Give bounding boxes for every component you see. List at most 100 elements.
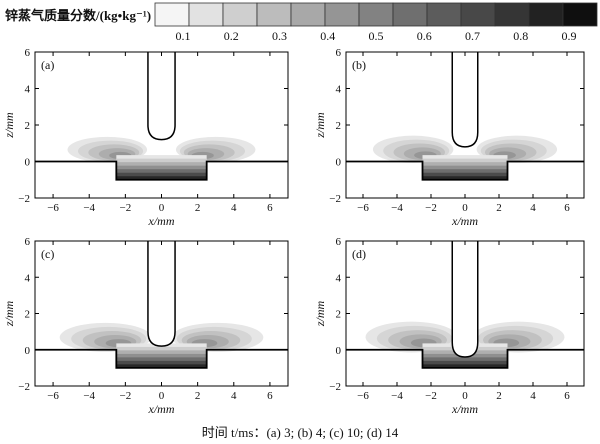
y-axis-label: z/mm <box>2 112 16 139</box>
colorbar-cell <box>188 2 224 27</box>
workpiece-boundary <box>35 160 288 181</box>
colorbar-cell <box>358 2 394 27</box>
x-tick-label: −6 <box>47 202 59 214</box>
y-tick-label: 4 <box>336 84 342 96</box>
y-tick-label: −2 <box>18 193 30 205</box>
x-tick-label: −4 <box>391 202 403 214</box>
panel-content <box>35 52 288 181</box>
y-axis-label: z/mm <box>2 301 16 328</box>
y-tick-label: −2 <box>329 381 341 393</box>
y-tick-label: 6 <box>25 47 31 59</box>
colorbar-cell <box>528 2 564 27</box>
colorbar-cell <box>222 2 258 27</box>
x-axis-label: x/mm <box>451 214 478 228</box>
colorbar: 锌蒸气质量分数/(kg•kg⁻¹) 0.1 0.2 0.3 0.4 0.5 0.6 0.7 0.… <box>5 2 598 43</box>
pool-vapor-contour <box>422 364 508 368</box>
chart-panel: −6 −4 −2 0 2 4 6 −2 0 2 4 6 x/mm z/mm (b) <box>313 47 585 228</box>
colorbar-cell <box>290 2 326 27</box>
workpiece-boundary <box>346 348 584 369</box>
y-tick-label: 6 <box>25 236 31 248</box>
colorbar-cell <box>324 2 360 27</box>
panel-content <box>346 52 584 181</box>
electrode-outline <box>147 52 176 141</box>
x-tick-label: 0 <box>462 390 468 402</box>
panel-label: (b) <box>352 58 366 72</box>
electrode-outline <box>451 241 479 358</box>
x-tick-label: −6 <box>357 202 369 214</box>
colorbar-title: 锌蒸气质量分数/(kg•kg⁻¹) <box>5 8 151 23</box>
y-tick-label: −2 <box>18 381 30 393</box>
chart-panel: −6 −4 −2 0 2 4 6 −2 0 2 4 6 x/mm z/mm (a) <box>2 47 289 228</box>
pool-vapor-contour <box>116 172 207 180</box>
x-tick-label: 6 <box>564 202 570 214</box>
colorbar-tick-label: 0.4 <box>320 29 335 43</box>
x-tick-label: 0 <box>159 202 165 214</box>
x-axis-label: x/mm <box>148 402 175 416</box>
colorbar-tick-label: 0.3 <box>272 29 287 43</box>
panels: −6 −4 −2 0 2 4 6 −2 0 2 4 6 x/mm z/mm (a) −6 −4 −2 0 2 4 6 −2 0… <box>2 47 585 416</box>
colorbar-tick-label: 0.2 <box>224 29 239 43</box>
x-tick-label: 0 <box>159 390 165 402</box>
pool-vapor-contour <box>422 176 508 180</box>
colorbar-cell <box>562 2 598 27</box>
colorbar-tick-label: 0.9 <box>562 29 577 43</box>
x-tick-label: 2 <box>195 390 201 402</box>
x-tick-label: 4 <box>530 202 536 214</box>
y-tick-label: 4 <box>25 272 31 284</box>
figure-canvas: 锌蒸气质量分数/(kg•kg⁻¹) 0.1 0.2 0.3 0.4 0.5 0.6 0.7 0.… <box>2 2 598 416</box>
colorbar-tick-label: 0.5 <box>369 29 384 43</box>
colorbar-tick-label: 0.1 <box>176 29 191 43</box>
x-tick-label: −2 <box>119 202 131 214</box>
colorbar-cell <box>494 2 530 27</box>
x-tick-label: −2 <box>119 390 131 402</box>
y-tick-label: 2 <box>336 309 342 321</box>
y-tick-label: 0 <box>25 157 31 169</box>
pool-vapor-contour <box>116 364 207 368</box>
y-tick-label: 4 <box>336 272 342 284</box>
x-tick-label: 2 <box>195 202 201 214</box>
y-tick-label: 4 <box>25 84 31 96</box>
y-tick-label: 0 <box>336 157 342 169</box>
x-tick-label: −4 <box>391 390 403 402</box>
x-tick-label: 2 <box>496 390 502 402</box>
x-tick-label: −2 <box>425 390 437 402</box>
x-tick-label: 0 <box>462 202 468 214</box>
y-tick-label: 2 <box>25 120 31 132</box>
panel-label: (a) <box>41 58 54 72</box>
colorbar-cell <box>154 2 190 27</box>
y-tick-label: 6 <box>336 47 342 59</box>
y-tick-label: 0 <box>336 345 342 357</box>
y-tick-label: 2 <box>25 309 31 321</box>
chart-panel: −6 −4 −2 0 2 4 6 −2 0 2 4 6 x/mm z/mm (c) <box>2 236 289 416</box>
x-tick-label: −6 <box>47 390 59 402</box>
chart-panel: −6 −4 −2 0 2 4 6 −2 0 2 4 6 x/mm z/mm (d) <box>313 236 585 416</box>
workpiece-boundary <box>35 348 288 369</box>
x-axis-label: x/mm <box>451 402 478 416</box>
colorbar-cell <box>256 2 292 27</box>
colorbar-cell <box>392 2 428 27</box>
x-tick-label: −4 <box>83 390 95 402</box>
electrode-outline <box>147 241 176 347</box>
y-tick-label: 0 <box>25 345 31 357</box>
colorbar-cell <box>460 2 496 27</box>
pool-vapor-contour <box>422 172 508 180</box>
y-tick-label: −2 <box>329 193 341 205</box>
x-tick-label: 6 <box>564 390 570 402</box>
workpiece-boundary <box>346 160 584 181</box>
x-tick-label: −6 <box>357 390 369 402</box>
x-tick-label: 4 <box>231 202 237 214</box>
panel-content <box>346 241 584 369</box>
y-axis-label: z/mm <box>313 112 327 139</box>
x-tick-label: 4 <box>231 390 237 402</box>
y-axis-label: z/mm <box>313 301 327 328</box>
colorbar-tick-label: 0.7 <box>465 29 480 43</box>
colorbar-tick-label: 0.8 <box>513 29 528 43</box>
x-tick-label: 6 <box>267 202 273 214</box>
y-tick-label: 6 <box>336 236 342 248</box>
x-tick-label: 2 <box>496 202 502 214</box>
panel-label: (c) <box>41 247 54 261</box>
colorbar-tick-label: 0.6 <box>417 29 432 43</box>
x-tick-label: 6 <box>267 390 273 402</box>
colorbar-cell <box>426 2 462 27</box>
